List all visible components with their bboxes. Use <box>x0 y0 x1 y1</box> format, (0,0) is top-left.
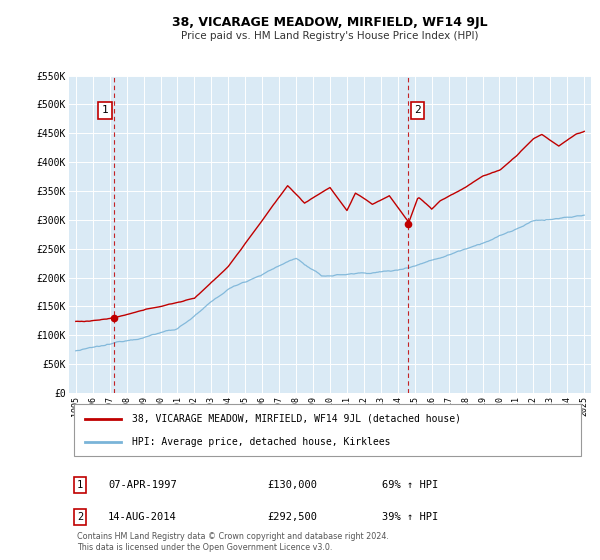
Text: 1: 1 <box>77 480 83 490</box>
Text: 39% ↑ HPI: 39% ↑ HPI <box>382 512 439 522</box>
Text: 07-APR-1997: 07-APR-1997 <box>108 480 177 490</box>
Text: 38, VICARAGE MEADOW, MIRFIELD, WF14 9JL: 38, VICARAGE MEADOW, MIRFIELD, WF14 9JL <box>172 16 488 29</box>
Text: 69% ↑ HPI: 69% ↑ HPI <box>382 480 439 490</box>
Text: Price paid vs. HM Land Registry's House Price Index (HPI): Price paid vs. HM Land Registry's House … <box>181 31 479 41</box>
Text: HPI: Average price, detached house, Kirklees: HPI: Average price, detached house, Kirk… <box>131 437 390 447</box>
Text: 1: 1 <box>101 105 109 115</box>
Text: £130,000: £130,000 <box>268 480 317 490</box>
Text: £292,500: £292,500 <box>268 512 317 522</box>
Text: 2: 2 <box>414 105 421 115</box>
Text: 2: 2 <box>77 512 83 522</box>
Text: 38, VICARAGE MEADOW, MIRFIELD, WF14 9JL (detached house): 38, VICARAGE MEADOW, MIRFIELD, WF14 9JL … <box>131 414 461 424</box>
FancyBboxPatch shape <box>74 404 581 456</box>
Text: 14-AUG-2014: 14-AUG-2014 <box>108 512 177 522</box>
Text: Contains HM Land Registry data © Crown copyright and database right 2024.
This d: Contains HM Land Registry data © Crown c… <box>77 533 389 552</box>
